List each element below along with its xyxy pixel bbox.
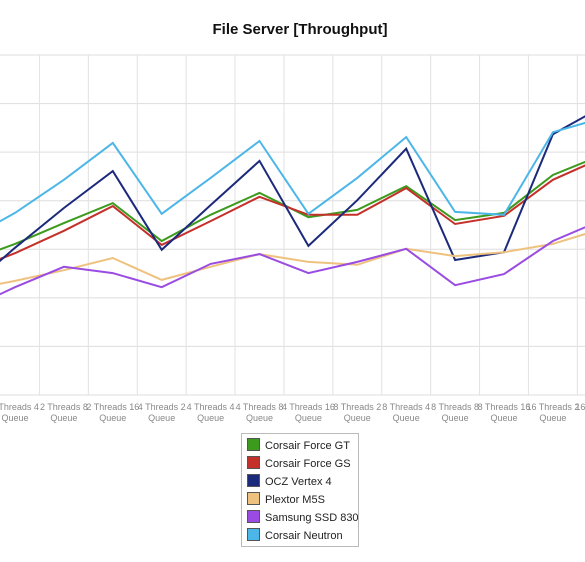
x-tick-label: 8 Threads 8 Queue [431,402,480,423]
legend-label: Corsair Neutron [265,530,343,542]
x-tick-label: 4 Threads 4 Queue [186,402,235,423]
legend-swatch [247,474,260,487]
legend: Corsair Force GT Corsair Force GS OCZ Vert… [241,433,359,547]
x-tick-label: 8 Threads 16 Queue [477,402,531,423]
legend-label: OCZ Vertex 4 [265,476,332,488]
legend-item: Corsair Neutron [247,528,343,542]
legend-item: Plextor M5S [247,492,325,506]
series-line [0,121,585,223]
legend-swatch [247,528,260,541]
legend-swatch [247,456,260,469]
legend-label: Corsair Force GS [265,458,351,470]
x-tick-label: 2 Threads 4 Queue [0,402,39,423]
legend-label: Samsung SSD 830 [265,512,359,524]
x-tick-label: 4 Threads 8 Queue [235,402,284,423]
x-tick-label: 2 Threads 8 Queue [39,402,88,423]
legend-item: OCZ Vertex 4 [247,474,332,488]
x-tick-label: 8 Threads 2 Queue [333,402,382,423]
legend-item: Samsung SSD 830 [247,510,359,524]
x-tick-label: 4 Threads 16 Queue [281,402,335,423]
x-tick-label: 16 Threads 2 Queue [526,402,580,423]
legend-swatch [247,438,260,451]
legend-label: Plextor M5S [265,494,325,506]
x-tick-label: 8 Threads 4 Queue [382,402,431,423]
x-tick-label: 16 Threads 4 Queue [575,402,585,412]
x-tick-label: 4 Threads 2 Queue [137,402,186,423]
legend-swatch [247,492,260,505]
chart-title: File Server [Throughput] [212,21,387,38]
series-line [0,115,585,263]
series-line [0,233,585,285]
legend-label: Corsair Force GT [265,440,350,452]
x-tick-label: 2 Threads 16 Queue [86,402,140,423]
legend-item: Corsair Force GT [247,438,350,452]
series-line [0,164,585,261]
legend-swatch [247,510,260,523]
legend-item: Corsair Force GS [247,456,351,470]
series-line [0,226,585,296]
